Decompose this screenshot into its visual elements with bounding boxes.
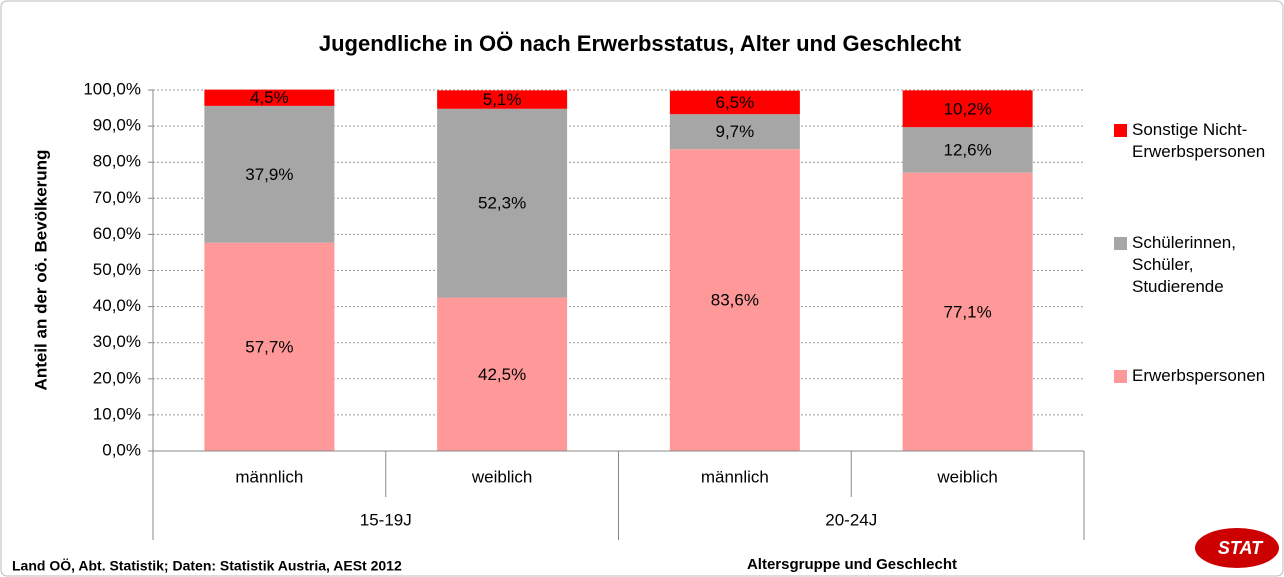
x-tick-label: weiblich — [936, 467, 997, 486]
value-label: 10,2% — [944, 99, 992, 118]
y-tick-label: 90,0% — [93, 116, 141, 135]
x-tick-label: weiblich — [471, 467, 532, 486]
legend-swatch — [1114, 237, 1127, 250]
legend-swatch — [1114, 124, 1127, 137]
y-tick-label: 0,0% — [102, 440, 141, 459]
value-label: 4,5% — [250, 88, 289, 107]
bar-segment — [669, 90, 800, 115]
group-label: 20-24J — [825, 510, 877, 529]
legend-label: Erwerbspersonen — [1132, 366, 1266, 385]
bar-segment — [669, 114, 800, 150]
value-label: 5,1% — [483, 90, 522, 109]
y-tick-label: 20,0% — [93, 368, 141, 387]
value-label: 77,1% — [944, 302, 992, 321]
y-tick-label: 10,0% — [93, 404, 141, 423]
legend-label: Schülerinnen, Schüler, Studierende — [1132, 233, 1236, 296]
value-label: 83,6% — [711, 291, 759, 310]
legend-label: Sonstige Nicht-Erwerbspersonen — [1132, 120, 1266, 161]
value-label: 6,5% — [716, 93, 755, 112]
bar-segment — [902, 127, 1033, 173]
y-tick-label: 60,0% — [93, 224, 141, 243]
value-label: 9,7% — [716, 122, 755, 141]
x-tick-label: männlich — [235, 467, 303, 486]
bar-segment — [204, 89, 335, 106]
y-tick-label: 100,0% — [83, 79, 141, 98]
bar-segment — [669, 149, 800, 452]
x-tick-label: männlich — [701, 467, 769, 486]
x-axis-title: Altersgruppe und Geschlecht — [747, 556, 957, 573]
value-label: 52,3% — [478, 194, 526, 213]
bar-segment — [204, 242, 335, 451]
chart-title: Jugendliche in OÖ nach Erwerbsstatus, Al… — [319, 31, 962, 56]
value-label: 42,5% — [478, 365, 526, 384]
value-label: 57,7% — [245, 337, 293, 356]
bar-segment — [437, 90, 568, 109]
logo: STAT — [1218, 538, 1264, 558]
y-tick-label: 30,0% — [93, 332, 141, 351]
group-label: 15-19J — [360, 510, 412, 529]
y-tick-label: 50,0% — [93, 260, 141, 279]
bar-segment — [204, 105, 335, 243]
y-axis-title: Anteil an der oö. Bevölkerung — [31, 150, 50, 391]
y-tick-label: 40,0% — [93, 296, 141, 315]
y-tick-label: 70,0% — [93, 188, 141, 207]
source: Land OÖ, Abt. Statistik; Daten: Statisti… — [12, 558, 402, 574]
logo-shape — [1195, 528, 1279, 568]
bar-segment — [437, 297, 568, 451]
bar-segment — [902, 90, 1033, 128]
value-label: 37,9% — [245, 165, 293, 184]
y-tick-label: 80,0% — [93, 152, 141, 171]
bar-segment — [437, 108, 568, 298]
value-label: 12,6% — [944, 140, 992, 159]
legend-swatch — [1114, 370, 1127, 383]
bar-segment — [902, 172, 1033, 451]
